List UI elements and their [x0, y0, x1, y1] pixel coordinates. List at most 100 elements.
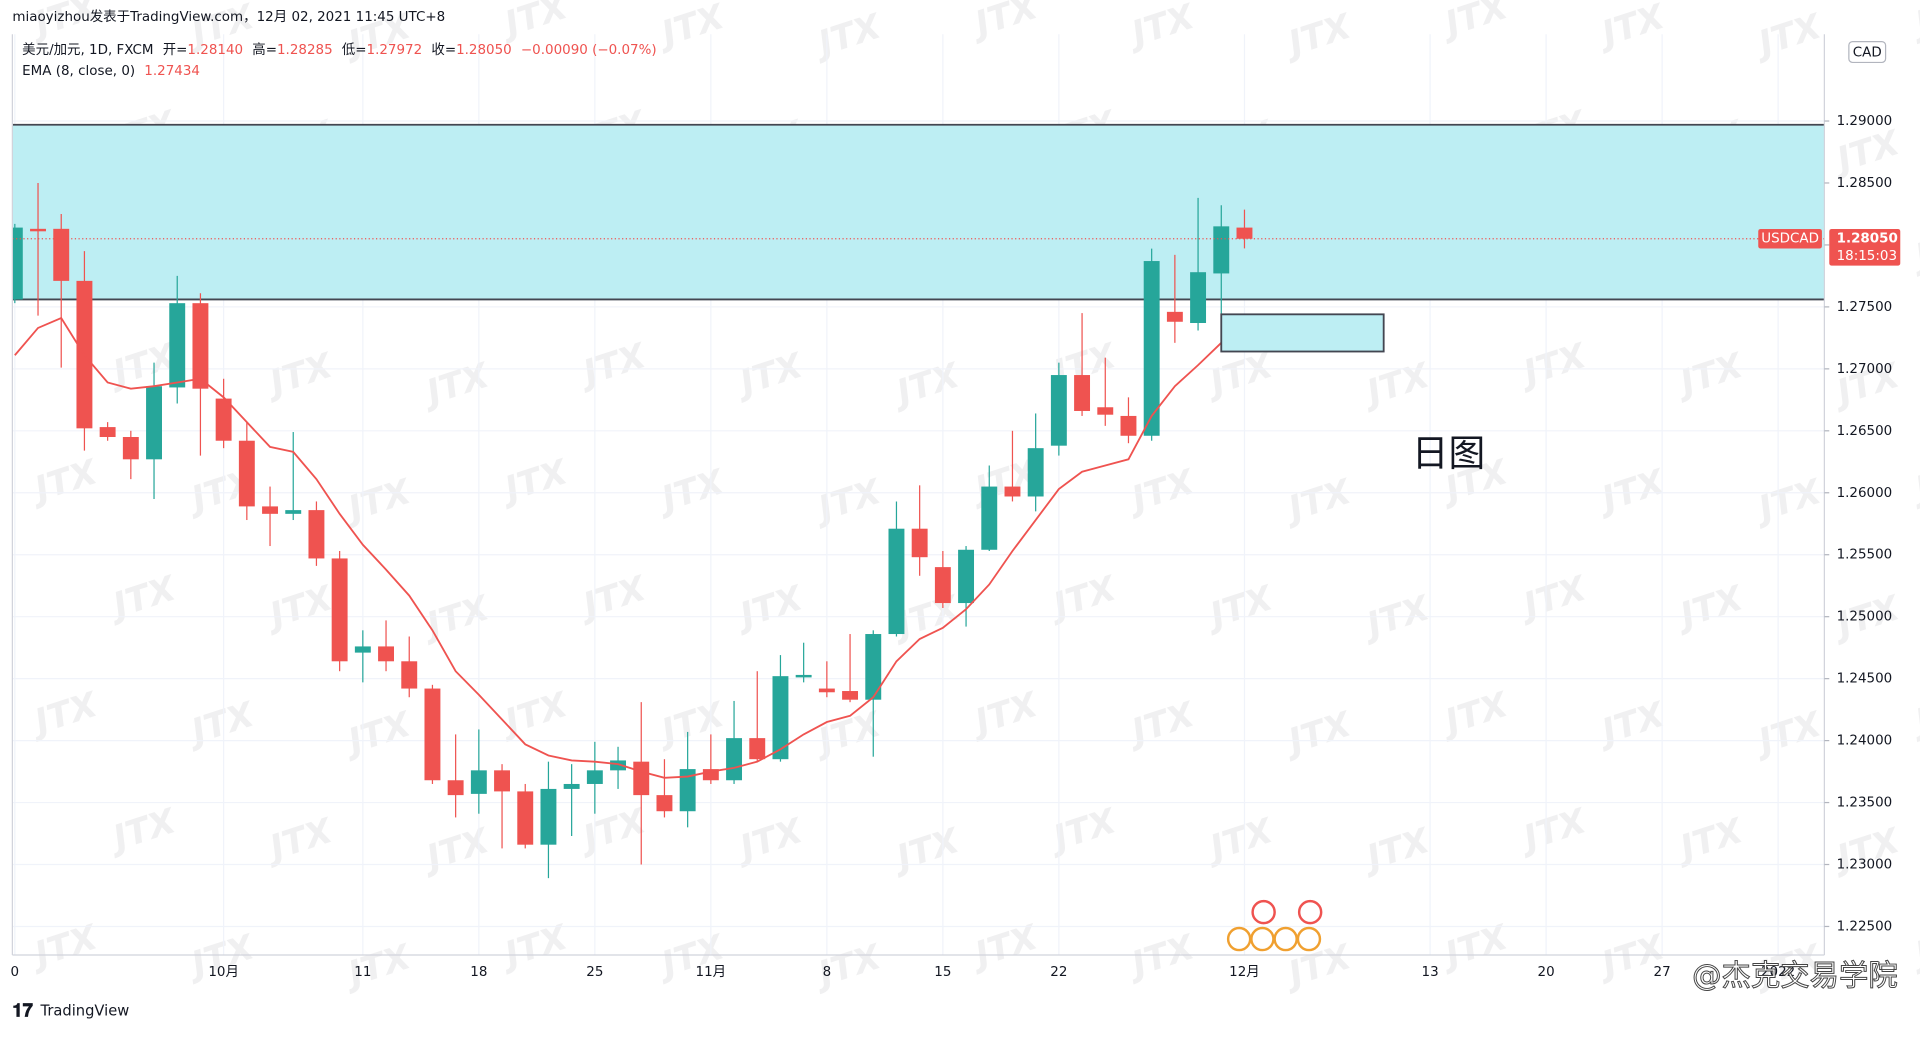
event-icon[interactable]	[1296, 926, 1322, 952]
annotation: 日图	[1412, 432, 1485, 475]
candle-body	[470, 770, 487, 794]
x-tick-label: 20	[1538, 965, 1555, 980]
candle-body	[424, 688, 441, 781]
candle-body	[1027, 448, 1044, 497]
event-icon[interactable]	[1297, 899, 1323, 925]
candle-body	[331, 558, 348, 662]
event-icons	[1226, 899, 1323, 952]
y-tick-label: 1.25500	[1837, 548, 1893, 563]
currency-label: CAD	[1853, 46, 1882, 61]
event-icon[interactable]	[1250, 926, 1275, 952]
price-tag	[1829, 228, 1901, 266]
x-tick-label: 13	[1422, 965, 1439, 980]
x-tick-label: 12月	[1229, 965, 1260, 980]
box-annotation	[1220, 313, 1385, 353]
candle-body	[238, 440, 255, 507]
tv-logo: TradingView	[40, 1002, 130, 1019]
ema-line	[14, 314, 1246, 779]
price-tag-label: 1.28050	[1837, 232, 1898, 247]
y-tick-label: 1.23000	[1837, 858, 1893, 873]
x-tick-label: 11月	[696, 965, 727, 980]
candle-body	[563, 783, 580, 789]
ema-value: 1.27434	[144, 64, 200, 79]
candle-body	[1004, 486, 1021, 497]
candle-body	[749, 738, 766, 760]
candle-body	[865, 634, 882, 700]
candle-body	[842, 691, 859, 700]
candle-body	[1120, 415, 1137, 436]
candle-body	[53, 228, 70, 281]
candle-body	[981, 486, 998, 550]
event-icon[interactable]	[1251, 899, 1276, 925]
legend-value: 1.28285	[277, 43, 333, 58]
symbol-tag-label: USDCAD	[1761, 232, 1819, 247]
ema-label: EMA (8, close, 0)	[22, 64, 135, 79]
x-tick-label: 15	[934, 965, 951, 980]
credit-watermark: @杰克交易学院	[1692, 959, 1898, 993]
candle-body	[1213, 226, 1230, 274]
candle-body	[1074, 375, 1091, 411]
y-tick-label: 1.26500	[1837, 424, 1893, 439]
candle-body	[540, 788, 557, 845]
legend-value: 1.28050	[456, 43, 512, 58]
x-tick-label: 18	[470, 965, 487, 980]
zone	[12, 124, 1825, 300]
candle-body	[888, 528, 905, 635]
candle-body	[30, 228, 46, 232]
symbol-tag	[1758, 228, 1822, 249]
candle-body	[1097, 407, 1114, 415]
candle-body	[517, 791, 534, 845]
candle-body	[192, 303, 209, 389]
candle-body	[99, 427, 116, 438]
candle-body	[911, 528, 928, 558]
x-tick-label: 0	[11, 965, 20, 980]
y-tick-label: 1.27500	[1837, 300, 1893, 315]
candle-body	[656, 795, 673, 812]
candle-body	[1236, 227, 1253, 239]
countdown-label: 18:15:03	[1837, 249, 1897, 264]
candle-body	[285, 510, 302, 514]
legend-key: 低=	[342, 42, 367, 58]
legend-value: 1.28140	[187, 43, 243, 58]
candle-body	[633, 761, 650, 796]
event-icon[interactable]	[1273, 926, 1298, 952]
candle-body	[378, 646, 394, 662]
candle-body	[1190, 272, 1207, 324]
candle-body	[586, 770, 603, 784]
y-tick-label: 1.24500	[1837, 672, 1893, 687]
x-tick-label: 10月	[208, 965, 239, 980]
event-icon[interactable]	[1226, 926, 1252, 952]
x-tick-label: 8	[823, 965, 832, 980]
legend-line: 美元/加元, 1D, FXCM 开=1.28140 高=1.28285 低=1.…	[22, 41, 656, 58]
y-tick-label: 1.22500	[1837, 919, 1893, 934]
candle-body	[818, 688, 835, 693]
candle-body	[401, 661, 418, 689]
legend-symbol: 美元/加元, 1D, FXCM	[22, 42, 153, 58]
candle-body	[726, 738, 743, 781]
legend-value: 1.27972	[367, 43, 423, 58]
y-tick-label: 1.24000	[1837, 734, 1893, 749]
candle-body	[679, 769, 696, 812]
tv-logo-mark: 𝟏𝟕	[12, 1000, 32, 1021]
candle-body	[494, 770, 511, 792]
legend-key: 高=	[252, 41, 277, 58]
legend-key: 收=	[431, 42, 456, 58]
x-tick-label: 11	[354, 965, 371, 980]
publish-header: miaoyizhou发表于TradingView.com，12月 02, 202…	[12, 9, 445, 25]
y-tick-label: 1.23500	[1837, 796, 1893, 811]
candle-body	[169, 303, 186, 388]
x-tick-label: 27	[1654, 965, 1671, 980]
x-tick-label: 22	[1050, 965, 1067, 980]
currency-box[interactable]	[1848, 41, 1887, 64]
candle-body	[934, 567, 951, 604]
y-tick-label: 1.28500	[1837, 176, 1893, 191]
y-tick-label: 1.25000	[1837, 610, 1893, 625]
candle-body	[262, 506, 278, 514]
candle-body	[1166, 311, 1183, 322]
candle-body	[702, 769, 719, 781]
ema-legend: EMA (8, close, 0) 1.27434	[22, 64, 200, 79]
legend-change: −0.00090 (−0.07%)	[521, 43, 657, 58]
y-tick-label: 1.27000	[1837, 362, 1893, 377]
